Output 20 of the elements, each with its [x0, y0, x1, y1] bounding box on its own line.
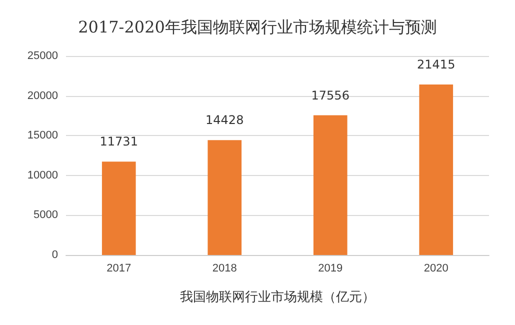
y-tick-label: 5000: [34, 209, 58, 222]
x-tick-label: 2020: [424, 262, 448, 274]
x-tick-label: 2017: [106, 262, 132, 274]
x-tick-label: 2018: [212, 262, 237, 274]
y-tick-label: 10000: [27, 169, 58, 182]
data-label: 17556: [311, 88, 350, 102]
x-tick-label: 2019: [318, 262, 343, 274]
y-tick-label: 25000: [27, 50, 58, 62]
bar: [208, 140, 242, 255]
data-label: 11731: [100, 134, 138, 149]
data-label: 14428: [206, 113, 244, 128]
y-tick-label: 0: [52, 249, 58, 261]
bar: [102, 162, 136, 255]
bar: [313, 115, 348, 255]
y-tick-label: 20000: [27, 90, 58, 102]
x-axis-title: 我国物联网行业市场规模（亿元）: [180, 290, 375, 305]
data-label: 21415: [417, 58, 456, 72]
bar: [419, 84, 454, 255]
y-tick-label: 15000: [27, 130, 58, 142]
chart-title: 2017-2020年我国物联网行业市场规模统计与预测: [78, 18, 437, 36]
